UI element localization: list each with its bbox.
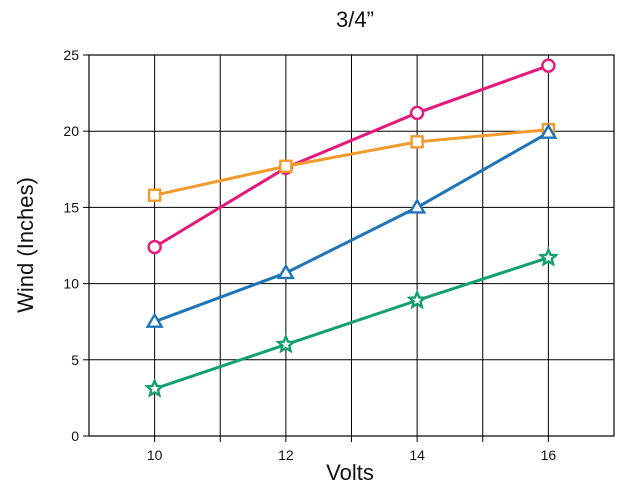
data-point — [144, 377, 166, 398]
x-tick-label: 14 — [409, 447, 425, 463]
x-tick-label: 12 — [278, 447, 294, 463]
series-star — [144, 246, 559, 398]
y-tick-label: 20 — [63, 123, 79, 139]
series-line — [153, 64, 549, 249]
y-tick-label: 5 — [71, 352, 79, 368]
data-point — [406, 289, 428, 310]
y-tick-label: 15 — [63, 199, 79, 215]
data-point — [279, 159, 293, 173]
data-point — [539, 123, 558, 139]
y-tick-label: 0 — [71, 428, 79, 444]
x-tick-label: 16 — [541, 447, 557, 463]
chart-grid — [89, 55, 614, 436]
series-line — [154, 131, 550, 324]
data-point — [408, 198, 427, 214]
data-point — [410, 135, 424, 149]
data-point — [541, 58, 556, 73]
chart-title: 3/4” — [336, 7, 374, 32]
x-axis-label: Volts — [326, 460, 374, 485]
data-point — [537, 246, 559, 267]
plot-frame — [88, 54, 615, 437]
data-point — [275, 333, 297, 354]
y-tick-label: 10 — [63, 276, 79, 292]
data-point — [409, 105, 425, 121]
y-axis-label: Wind (Inches) — [13, 177, 38, 313]
data-point — [276, 263, 295, 280]
chart-ticks: 0 5 10 15 20 25 10 12 14 16 — [63, 47, 556, 463]
series-line — [154, 256, 549, 391]
chart-series — [144, 58, 559, 398]
series-line — [154, 128, 549, 197]
series-triangle — [145, 123, 558, 328]
data-point — [147, 188, 162, 202]
data-point — [147, 239, 162, 255]
series-circle — [147, 58, 556, 255]
x-tick-label: 10 — [147, 447, 163, 463]
y-tick-label: 25 — [63, 47, 79, 63]
data-point — [145, 312, 164, 328]
